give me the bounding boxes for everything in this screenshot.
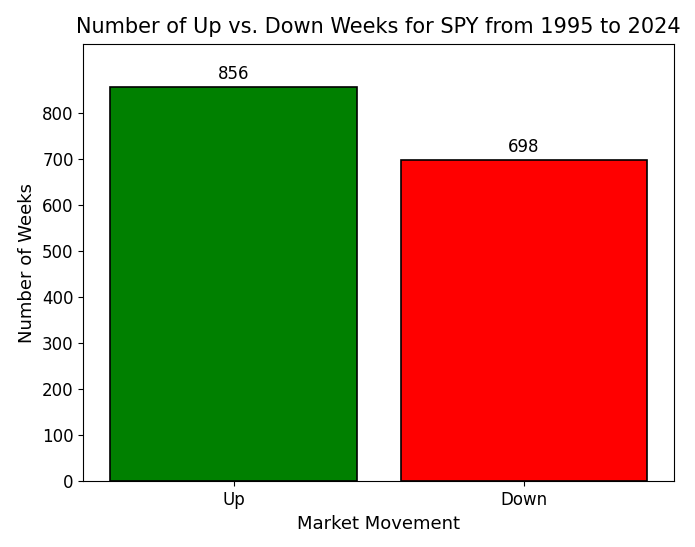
Bar — [111, 87, 357, 481]
X-axis label: Market Movement: Market Movement — [297, 515, 460, 533]
Title: Number of Up vs. Down Weeks for SPY from 1995 to 2024: Number of Up vs. Down Weeks for SPY from… — [76, 16, 681, 37]
Y-axis label: Number of Weeks: Number of Weeks — [19, 183, 37, 342]
Bar — [400, 160, 647, 481]
Text: 856: 856 — [218, 66, 250, 83]
Text: 698: 698 — [508, 138, 540, 156]
